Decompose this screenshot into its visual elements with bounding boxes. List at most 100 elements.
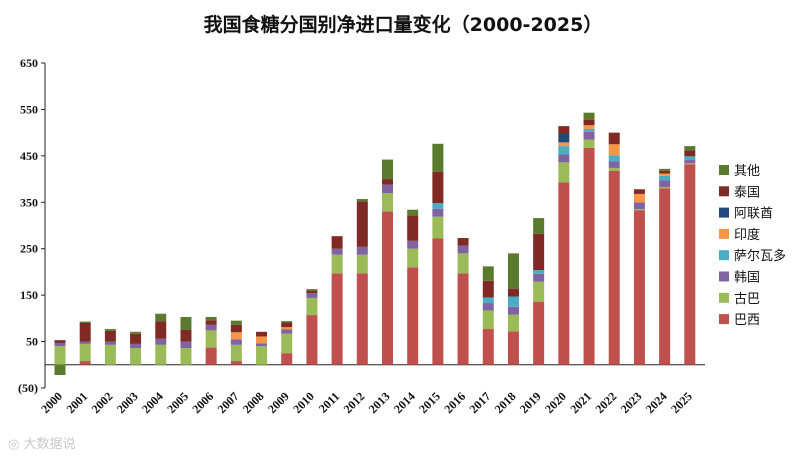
x-tick-label: 2003 — [114, 389, 141, 416]
bar-segment-2014 — [407, 248, 419, 268]
legend-label: 阿联酋 — [734, 206, 773, 222]
bar-segment-2008 — [256, 343, 268, 347]
legend-label: 泰国 — [734, 185, 760, 200]
legend-swatch — [719, 186, 729, 197]
bar-segment-2022 — [608, 132, 620, 145]
x-tick-label: 2025 — [668, 389, 695, 416]
bar-segment-2020 — [558, 142, 570, 147]
x-tick-label: 2004 — [139, 389, 166, 416]
bar-segment-2004 — [155, 344, 167, 365]
x-tick-label: 2009 — [265, 389, 292, 416]
y-tick-label: (50) — [18, 381, 38, 395]
bar-segment-2001 — [79, 321, 91, 323]
x-tick-label: 2015 — [416, 389, 443, 416]
watermark-text: ◎ 大数据说 — [8, 437, 76, 452]
bar-segment-2024 — [659, 168, 671, 171]
x-tick-label: 2011 — [316, 389, 342, 415]
bar-segment-2008 — [256, 336, 268, 344]
bar-segment-2000 — [54, 364, 66, 375]
bar-segment-2011 — [331, 236, 343, 249]
bar-segment-2003 — [130, 331, 142, 334]
x-tick-label: 2001 — [63, 389, 90, 416]
bar-segment-2014 — [407, 215, 419, 241]
bar-segment-2024 — [659, 173, 671, 176]
bar-segment-2005 — [180, 341, 192, 349]
bar-segment-2023 — [633, 210, 645, 365]
bar-segment-2020 — [558, 126, 570, 135]
x-tick-label: 2021 — [567, 389, 594, 416]
x-tick-label: 2002 — [89, 389, 116, 416]
y-tick-label: 250 — [20, 242, 38, 256]
bar-segment-2022 — [608, 161, 620, 168]
bar-segment-2025 — [684, 163, 696, 165]
bar-segment-2015 — [432, 216, 444, 239]
bar-segment-2025 — [684, 146, 696, 151]
bar-segment-2023 — [633, 202, 645, 210]
bar-segment-2012 — [356, 246, 368, 255]
bar-segment-2004 — [155, 338, 167, 345]
x-tick-label: 2006 — [189, 389, 216, 416]
legend-label: 古巴 — [734, 292, 760, 307]
bar-segment-2001 — [79, 361, 91, 365]
bar-segment-2010 — [306, 289, 318, 291]
bar-segment-2021 — [583, 125, 595, 129]
bar-segment-2019 — [533, 233, 545, 271]
bar-segment-2003 — [130, 333, 142, 344]
bar-segment-2009 — [281, 329, 293, 334]
legend-swatch — [719, 228, 729, 239]
bar-segment-2018 — [507, 331, 519, 365]
x-tick-label: 2005 — [164, 389, 191, 416]
bar-segment-2012 — [356, 254, 368, 274]
bar-segment-2004 — [155, 313, 167, 322]
bar-segment-2020 — [558, 182, 570, 365]
bar-segment-2015 — [432, 143, 444, 172]
bar-segment-2017 — [482, 310, 494, 330]
bar-segment-2007 — [230, 324, 242, 333]
bar-segment-2008 — [256, 331, 268, 337]
bar-segment-2021 — [583, 139, 595, 148]
bar-segment-2006 — [205, 316, 217, 321]
bar-segment-2007 — [230, 339, 242, 345]
bar-segment-2016 — [457, 238, 469, 246]
bar-segment-2017 — [482, 303, 494, 311]
bar-segment-2008 — [256, 346, 268, 365]
bar-segment-2011 — [331, 273, 343, 365]
bar-segment-2013 — [382, 184, 393, 193]
bar-segment-2006 — [205, 324, 217, 331]
bar-segment-2000 — [54, 340, 66, 343]
y-tick-label: 550 — [20, 102, 38, 116]
bar-segment-2023 — [633, 193, 645, 203]
x-tick-label: 2013 — [366, 389, 393, 416]
bar-segment-2005 — [180, 329, 192, 342]
y-tick-label: 450 — [20, 149, 38, 163]
y-tick-label: 150 — [20, 288, 38, 302]
bar-segment-2006 — [205, 347, 217, 365]
legend-swatch — [719, 271, 729, 282]
legend-swatch — [719, 314, 729, 325]
bar-segment-2011 — [331, 248, 343, 255]
bar-segment-2007 — [230, 361, 242, 365]
bar-segment-2003 — [130, 348, 142, 365]
y-tick-label: 50 — [26, 335, 38, 349]
bar-segment-2019 — [533, 218, 545, 234]
bar-segment-2016 — [457, 273, 469, 365]
x-tick-label: 2000 — [38, 389, 65, 416]
bar-segment-2016 — [457, 245, 469, 254]
bar-segment-2017 — [482, 329, 494, 365]
bar-segment-2019 — [533, 301, 545, 365]
bar-segment-2021 — [583, 131, 595, 140]
x-tick-label: 2007 — [215, 389, 242, 416]
x-tick-label: 2017 — [467, 389, 494, 416]
x-tick-label: 2016 — [441, 389, 468, 416]
legend-label: 印度 — [734, 227, 760, 243]
bar-segment-2017 — [482, 297, 494, 304]
bar-segment-2001 — [79, 343, 91, 362]
bar-segment-2010 — [306, 315, 318, 365]
bar-segment-2002 — [104, 330, 116, 342]
bar-segment-2021 — [583, 128, 595, 132]
bar-segment-2015 — [432, 208, 444, 217]
bar-segment-2007 — [230, 320, 242, 325]
bar-segment-2024 — [659, 170, 671, 174]
bar-segment-2010 — [306, 290, 318, 294]
